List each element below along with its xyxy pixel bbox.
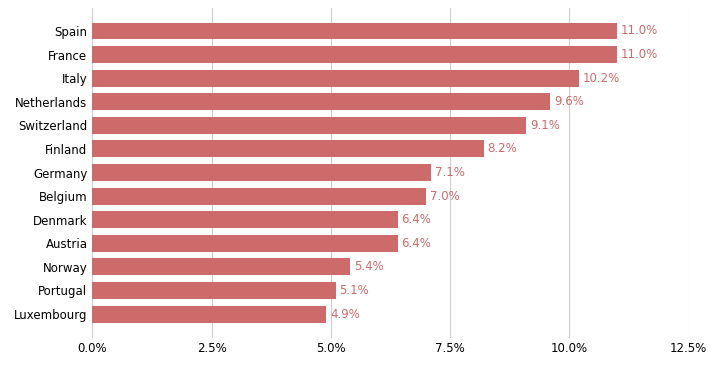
Bar [92,93,550,110]
Text: 9.6%: 9.6% [554,95,584,108]
Bar [92,211,398,228]
Bar [92,188,426,205]
Text: 5.4%: 5.4% [354,260,383,273]
Text: 5.1%: 5.1% [339,284,369,297]
Text: 6.4%: 6.4% [401,213,432,226]
Bar [92,70,579,87]
Text: 11.0%: 11.0% [621,24,658,38]
Text: 10.2%: 10.2% [583,72,620,85]
Bar [92,140,484,158]
Text: 9.1%: 9.1% [530,119,560,132]
Bar [92,164,431,181]
Bar [92,22,617,39]
Text: 4.9%: 4.9% [330,308,360,321]
Text: 6.4%: 6.4% [401,237,432,250]
Text: 7.0%: 7.0% [430,190,460,202]
Text: 8.2%: 8.2% [487,142,517,155]
Bar [92,235,398,252]
Bar [92,282,336,299]
Bar [92,46,617,63]
Text: 7.1%: 7.1% [435,166,465,179]
Bar [92,306,326,322]
Text: 11.0%: 11.0% [621,48,658,61]
Bar [92,117,527,134]
Bar [92,258,350,275]
